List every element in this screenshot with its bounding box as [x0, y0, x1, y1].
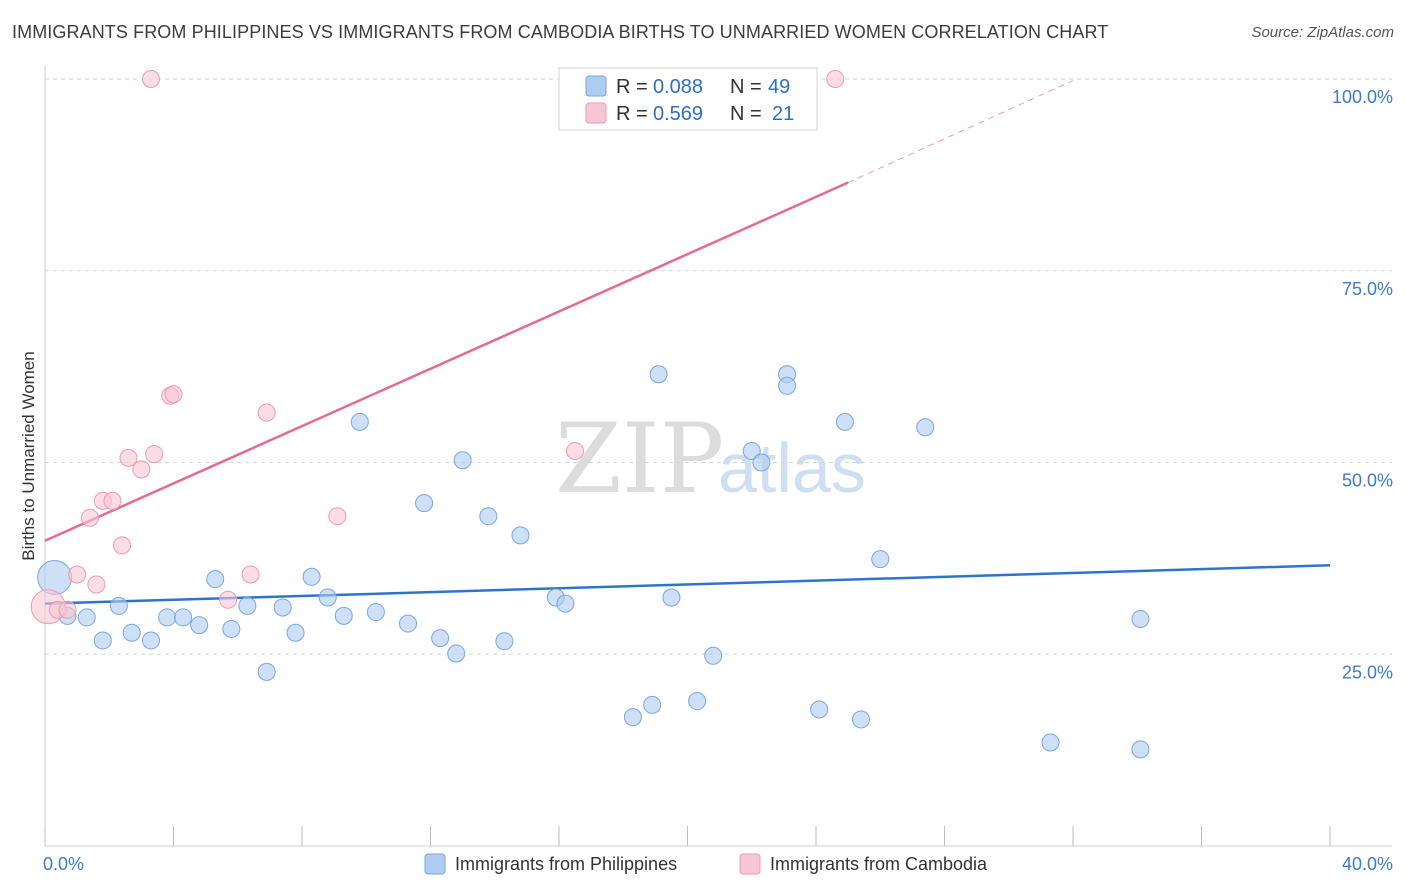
point-cambodia — [826, 70, 845, 88]
x-tick-label: 40.0% — [1342, 854, 1393, 874]
legend-n-value: 49 — [768, 76, 790, 98]
point-philippines — [835, 412, 854, 431]
legend-r-value: 0.088 — [653, 76, 703, 98]
y-tick-label: 25.0% — [1342, 662, 1393, 682]
y-tick-label: 75.0% — [1342, 279, 1393, 299]
point-philippines — [1131, 609, 1150, 628]
point-philippines — [752, 453, 771, 472]
point-philippines — [238, 596, 257, 615]
legend-r-label: R = — [616, 76, 648, 98]
point-cambodia — [142, 70, 161, 88]
point-cambodia — [103, 491, 122, 510]
point-cambodia — [257, 403, 276, 422]
point-philippines — [415, 494, 434, 513]
point-philippines — [810, 700, 829, 719]
point-philippines — [851, 710, 870, 729]
point-cambodia — [58, 600, 77, 619]
point-philippines — [688, 692, 707, 711]
point-philippines — [511, 526, 530, 545]
legend-n-value: 21 — [772, 103, 794, 125]
bottom-legend-swatch-philippines — [424, 853, 446, 875]
point-philippines — [302, 567, 321, 586]
point-philippines — [649, 365, 668, 384]
point-philippines — [916, 418, 935, 437]
point-philippines — [556, 594, 575, 613]
point-philippines — [222, 619, 241, 638]
chart-title: IMMIGRANTS FROM PHILIPPINES VS IMMIGRANT… — [12, 22, 1109, 42]
point-philippines — [479, 507, 498, 526]
source-credit: Source: ZipAtlas.com — [1251, 24, 1394, 41]
bottom-legend-label-cambodia: Immigrants from Cambodia — [770, 854, 988, 874]
point-cambodia — [328, 507, 347, 526]
point-cambodia — [87, 575, 106, 594]
y-axis-label: Births to Unmarried Women — [19, 351, 38, 560]
bottom-legend-swatch-cambodia — [739, 853, 761, 875]
bottom-legend-label-philippines: Immigrants from Philippines — [455, 854, 677, 874]
point-cambodia — [68, 565, 87, 584]
point-philippines — [109, 596, 128, 615]
point-philippines — [174, 608, 193, 627]
point-cambodia — [119, 448, 138, 467]
point-philippines — [286, 623, 305, 642]
point-philippines — [93, 631, 112, 650]
point-philippines — [334, 606, 353, 625]
trend-lines — [44, 80, 1331, 605]
point-philippines — [122, 623, 141, 642]
axes — [44, 66, 1392, 847]
point-philippines — [643, 695, 662, 714]
legend: R = 0.088 N = 49 R = 0.569 N = 21 — [558, 67, 818, 131]
trend-line-philippines — [44, 564, 1331, 605]
trend-line-cambodia-extension — [847, 80, 1074, 184]
watermark: ZIP atlas — [555, 403, 866, 515]
point-cambodia — [113, 536, 132, 555]
point-philippines — [1131, 740, 1150, 759]
point-cambodia — [241, 565, 260, 584]
point-philippines — [77, 608, 96, 627]
point-philippines — [206, 570, 225, 589]
point-philippines — [399, 614, 418, 633]
y-tick-label: 50.0% — [1342, 471, 1393, 491]
point-philippines — [37, 560, 73, 596]
point-philippines — [158, 608, 177, 627]
point-philippines — [704, 646, 723, 665]
point-cambodia — [566, 441, 585, 460]
trend-line-cambodia — [44, 181, 849, 542]
legend-swatch-cambodia — [585, 102, 607, 124]
legend-swatch-philippines — [585, 75, 607, 97]
point-philippines — [778, 376, 797, 395]
data-points — [30, 70, 1150, 759]
point-cambodia — [132, 460, 151, 479]
y-tick-label: 100.0% — [1332, 87, 1393, 107]
watermark-atlas: atlas — [718, 429, 866, 507]
point-philippines — [257, 662, 276, 681]
point-philippines — [273, 598, 292, 617]
point-philippines — [142, 631, 161, 650]
point-philippines — [318, 588, 337, 607]
point-philippines — [495, 632, 514, 651]
point-cambodia — [164, 385, 183, 404]
legend-n-label: N = — [730, 103, 762, 125]
point-philippines — [366, 603, 385, 622]
point-philippines — [431, 629, 450, 648]
point-philippines — [350, 412, 369, 431]
point-philippines — [662, 588, 681, 607]
point-philippines — [1041, 733, 1060, 752]
watermark-zip: ZIP — [555, 403, 724, 515]
legend-r-value: 0.569 — [653, 103, 703, 125]
tick-labels: 25.0% 50.0% 75.0% 100.0% 0.0% 40.0% — [43, 87, 1393, 874]
point-philippines — [871, 550, 890, 569]
legend-n-label: N = — [730, 76, 762, 98]
point-cambodia — [80, 508, 99, 527]
legend-r-label: R = — [616, 103, 648, 125]
point-philippines — [453, 451, 472, 470]
bottom-legend: Immigrants from Philippines Immigrants f… — [424, 853, 988, 875]
point-philippines — [623, 708, 642, 727]
point-philippines — [190, 616, 209, 635]
point-philippines — [742, 441, 761, 460]
point-cambodia — [145, 445, 164, 464]
point-philippines — [447, 644, 466, 663]
point-cambodia — [219, 590, 238, 609]
x-tick-label: 0.0% — [43, 854, 84, 874]
